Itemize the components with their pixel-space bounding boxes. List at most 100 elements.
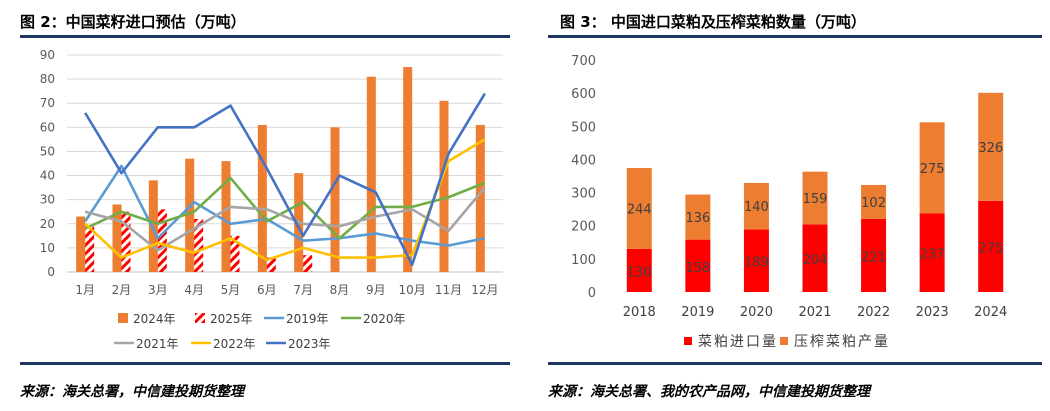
bar-meal-crush [802, 171, 828, 225]
left-x-tick-label: 7月 [293, 283, 313, 297]
data-label-crush: 159 [803, 192, 828, 207]
legend-label: 2021年 [136, 337, 179, 351]
data-label-crush: 275 [920, 162, 945, 177]
left-y-tick-label: 90 [40, 48, 55, 62]
right-x-tick-label: 2019 [681, 305, 714, 320]
bar-meal-crush [743, 182, 769, 230]
legend-label: 2020年 [363, 312, 406, 326]
data-label-crush: 102 [861, 196, 886, 211]
left-y-tick-label: 0 [47, 265, 55, 279]
left-y-tick-label: 60 [40, 120, 55, 134]
rapeseed-import-chart: 0 10 20 30 40 50 60 70 80 90 1月 2月 3月 4月 5月 6月 7月 8月 9月 10月… [40, 48, 503, 351]
bar-2025 [194, 218, 204, 272]
legend-swatch [118, 313, 128, 323]
left-x-tick-label: 6月 [257, 283, 277, 297]
bar-2024 [439, 100, 449, 272]
right-y-tick-label: 500 [571, 120, 596, 135]
legend-label: 2024年 [133, 312, 176, 326]
data-label-crush: 244 [627, 202, 652, 217]
left-y-tick-label: 40 [40, 169, 55, 183]
rapeseed-meal-chart: 0 100 200 300 400 500 600 700 130 244 2018 158 136 20… [571, 54, 1007, 350]
legend-label: 2019年 [286, 312, 329, 326]
legend-label: 菜粕进口量 [698, 334, 778, 350]
data-label-import: 237 [920, 248, 945, 263]
bar-2025 [121, 211, 131, 272]
legend-label: 2025年 [210, 312, 253, 326]
left-x-tick-label: 9月 [366, 283, 386, 297]
right-y-tick-label: 300 [571, 187, 596, 202]
left-x-tick-label: 8月 [330, 283, 350, 297]
legend-item: 2024年 [118, 312, 176, 326]
bar-2024 [148, 180, 158, 272]
line-2019年 [84, 164, 486, 247]
bar-2024 [185, 158, 195, 272]
right-y-tick-label: 100 [571, 253, 596, 268]
bar-2024 [257, 124, 267, 272]
line-2020年 [84, 176, 486, 240]
legend-label: 2022年 [213, 337, 256, 351]
bar-2025 [157, 209, 167, 272]
right-x-tick-label: 2023 [916, 305, 949, 320]
bar-meal-import [685, 239, 711, 292]
left-y-tick-label: 30 [40, 193, 55, 207]
line-2022年 [84, 138, 486, 262]
bar-2025 [85, 226, 95, 272]
left-source-note: 来源：海关总署，中信建投期货整理 [20, 384, 244, 400]
bar-2025 [230, 235, 240, 272]
legend-item: 2020年 [341, 312, 406, 326]
left-x-tick-label: 2月 [112, 283, 132, 297]
bar-meal-crush [626, 168, 652, 249]
left-y-tick-label: 20 [40, 217, 55, 231]
legend-item: 菜粕进口量 [684, 334, 778, 350]
data-label-import: 130 [627, 265, 652, 280]
right-x-tick-label: 2024 [974, 305, 1007, 320]
left-y-tick-label: 10 [40, 241, 55, 255]
data-label-import: 158 [685, 261, 710, 276]
right-figure-title: 图 3： 中国进口菜粕及压榨菜粕数量（万吨） [560, 13, 866, 31]
data-label-import: 189 [744, 256, 769, 271]
legend-swatch [780, 337, 788, 345]
data-label-crush: 136 [685, 211, 710, 226]
left-y-tick-label: 70 [40, 96, 55, 110]
right-x-tick-label: 2020 [740, 305, 773, 320]
bar-meal-import [802, 224, 828, 292]
left-y-tick-label: 50 [40, 144, 55, 158]
bar-2024 [112, 204, 122, 272]
data-label-import: 221 [861, 250, 886, 265]
bar-2024 [330, 127, 340, 272]
right-y-tick-label: 0 [588, 286, 596, 301]
legend-swatch [195, 313, 205, 323]
bar-meal-import [743, 229, 769, 292]
legend-item: 2021年 [114, 337, 179, 351]
right-y-tick-label: 700 [571, 54, 596, 69]
right-x-tick-label: 2021 [798, 305, 831, 320]
left-x-tick-label: 12月 [471, 283, 498, 297]
legend-item: 压榨菜粕产量 [780, 333, 888, 350]
right-x-tick-label: 2022 [857, 305, 890, 320]
line-2023年 [84, 92, 486, 267]
left-x-tick-label: 4月 [184, 283, 204, 297]
bar-2024 [76, 216, 86, 272]
bar-meal-crush [861, 184, 887, 219]
right-source-note: 来源：海关总署、我的农产品网，中信建投期货整理 [548, 384, 870, 400]
bar-2024 [403, 67, 413, 272]
left-bottom-rule [20, 362, 510, 365]
left-x-tick-label: 1月 [75, 283, 95, 297]
bar-meal-crush [919, 122, 945, 214]
bar-meal-import [626, 248, 652, 292]
left-x-tick-label: 10月 [399, 283, 426, 297]
legend-item: 2025年 [195, 312, 253, 326]
bar-2024 [366, 76, 376, 272]
bar-2024 [475, 124, 485, 272]
left-x-tick-label: 3月 [148, 283, 168, 297]
legend-item: 2023年 [266, 337, 331, 351]
left-figure-title: 图 2：中国菜籽进口预估（万吨） [20, 13, 246, 31]
data-label-import: 275 [978, 241, 1003, 256]
data-label-crush: 326 [978, 141, 1003, 156]
legend-swatch [684, 337, 692, 345]
legend-item: 2022年 [191, 337, 256, 351]
bar-meal-import [978, 200, 1004, 292]
right-y-tick-label: 400 [571, 153, 596, 168]
data-label-crush: 140 [744, 200, 769, 215]
bar-meal-import [861, 218, 887, 292]
